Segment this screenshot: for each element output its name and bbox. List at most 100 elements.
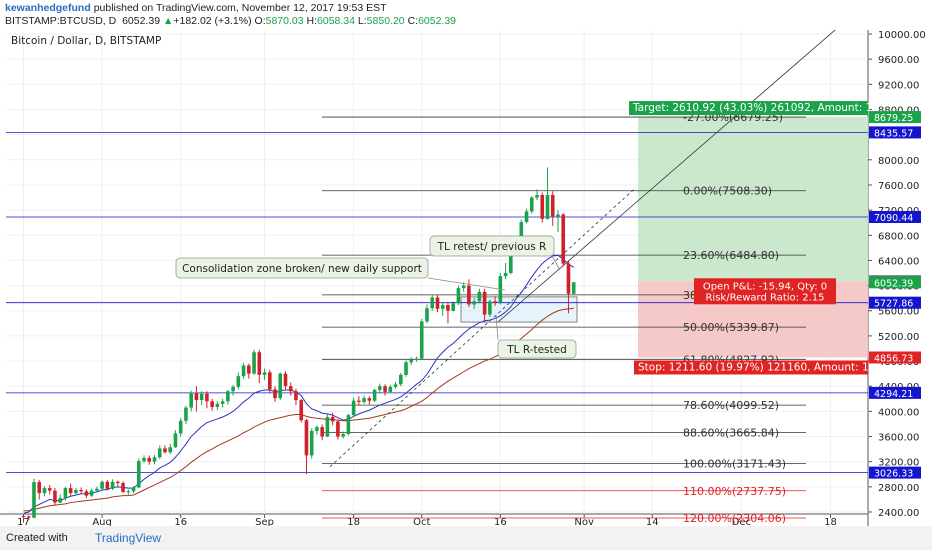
candle-body xyxy=(430,297,435,309)
target-label-text: Target: 2610.92 (43.03%) 261092, Amount:… xyxy=(632,102,872,114)
stop-label-text: Stop: 1211.60 (19.97%) 121160, Amount: 1… xyxy=(638,361,875,373)
candle-body xyxy=(95,488,99,491)
position-profit-zone xyxy=(638,117,868,282)
annotation-tl-retest-pointer xyxy=(551,255,561,271)
y-tick-label: 9600.00 xyxy=(878,55,919,66)
fib-level-label: 110.00%(2737.75) xyxy=(683,485,786,498)
candle-body xyxy=(388,386,393,392)
candle-body xyxy=(226,391,230,402)
candle-body xyxy=(37,482,42,494)
candle-body xyxy=(168,447,173,453)
chart-area[interactable]: 10000.009600.009200.008800.008400.008000… xyxy=(0,21,932,528)
candle-body xyxy=(116,481,120,484)
price-tag-text: 4856.73 xyxy=(874,353,913,364)
candle-body xyxy=(299,400,304,421)
candle-body xyxy=(267,372,272,390)
candle-body xyxy=(157,448,162,458)
candle-body xyxy=(147,457,152,462)
candle-body xyxy=(357,400,361,402)
candle-body xyxy=(241,365,246,377)
candle-body xyxy=(199,393,204,401)
level-tag-text: 7090.44 xyxy=(874,213,913,224)
candle-body xyxy=(336,421,340,437)
candle-body xyxy=(79,489,83,492)
y-tick-label: 3600.00 xyxy=(878,433,919,444)
candle-body xyxy=(47,488,52,491)
candle-body xyxy=(231,386,235,392)
candle-body xyxy=(419,321,424,359)
level-tag-text: 5727.86 xyxy=(874,299,913,310)
candle-body xyxy=(273,389,277,399)
candle-body xyxy=(561,214,566,264)
annotation-tl-retest-box xyxy=(429,235,555,257)
x-tick-label: 14 xyxy=(646,517,659,526)
candle-body xyxy=(262,372,267,375)
tradingview-logo[interactable]: TradingView xyxy=(95,531,162,545)
candle-body xyxy=(493,301,497,303)
candle-body xyxy=(378,386,382,390)
author-link[interactable]: kewanhedgefund xyxy=(5,2,91,14)
x-tick-label: Aug xyxy=(92,517,112,526)
last-price: 6052.39 xyxy=(122,15,161,27)
candle-body xyxy=(482,291,487,315)
change-up-icon: ▲ xyxy=(162,15,174,27)
candle-body xyxy=(393,384,398,387)
candle-body xyxy=(26,516,31,518)
annotation-tl-tested-box xyxy=(497,339,577,359)
candle-body xyxy=(294,391,298,401)
y-tick-label: 5600.00 xyxy=(878,307,919,318)
fib-level-label: 0.00%(7508.30) xyxy=(683,185,772,198)
x-tick-label: 16 xyxy=(174,517,187,526)
y-tick-label: 8800.00 xyxy=(878,105,919,116)
candle-body xyxy=(252,352,256,374)
stop-label-box xyxy=(634,360,868,375)
candle-body xyxy=(409,359,414,363)
rr-text: Risk/Reward Ratio: 2.15 xyxy=(705,292,824,303)
candle-body xyxy=(362,398,366,402)
candle-body xyxy=(509,250,513,273)
candle-body xyxy=(131,487,136,492)
candle-body xyxy=(451,303,455,311)
candle-body xyxy=(398,374,403,385)
candle-body xyxy=(503,273,508,277)
trendline-solid xyxy=(497,21,846,323)
candle-body xyxy=(556,214,560,217)
candle-body xyxy=(100,481,104,489)
candle-body xyxy=(236,376,241,387)
x-tick-label: Oct xyxy=(413,517,430,526)
candle-body xyxy=(32,482,36,518)
ema-slow-line xyxy=(23,307,574,512)
price-tag-text: 8679.25 xyxy=(874,113,913,124)
price-chart[interactable]: 10000.009600.009200.008800.008400.008000… xyxy=(0,21,932,528)
candle-body xyxy=(488,301,492,315)
candle-body xyxy=(440,305,445,309)
candle-body xyxy=(194,392,199,401)
level-tag-box xyxy=(869,296,921,309)
price-tag-box xyxy=(869,111,921,124)
candle-body xyxy=(309,430,314,456)
y-tick-label: 5200.00 xyxy=(878,332,919,343)
fib-level-label: 88.60%(3665.84) xyxy=(683,426,779,439)
annotation-tl-retest-text: TL retest/ previous R xyxy=(437,241,547,253)
candle-body xyxy=(383,386,387,392)
chart-title: Bitcoin / Dollar, D, BITSTAMP xyxy=(11,35,161,47)
y-tick-label: 4000.00 xyxy=(878,407,919,418)
level-tag-box xyxy=(869,386,921,399)
candle-body xyxy=(74,489,78,494)
close-value: 6052.39 xyxy=(418,15,457,27)
price-tag-text: 6052.39 xyxy=(874,278,913,289)
level-tag-box xyxy=(869,210,921,223)
y-tick-label: 10000.00 xyxy=(878,30,926,41)
candle-body xyxy=(519,222,524,240)
annotation-consolidation-pointer xyxy=(427,277,506,291)
annotation-tl-tested-pointer xyxy=(495,314,499,341)
target-label-box xyxy=(629,101,868,116)
level-tag-text: 3026.33 xyxy=(874,469,913,480)
candle-body xyxy=(320,427,324,437)
candle-body xyxy=(110,481,115,489)
y-tick-label: 7600.00 xyxy=(878,181,919,192)
candle-body xyxy=(105,481,110,489)
candle-body xyxy=(247,365,251,374)
candle-body xyxy=(351,400,356,416)
price-tag-box xyxy=(869,351,921,364)
